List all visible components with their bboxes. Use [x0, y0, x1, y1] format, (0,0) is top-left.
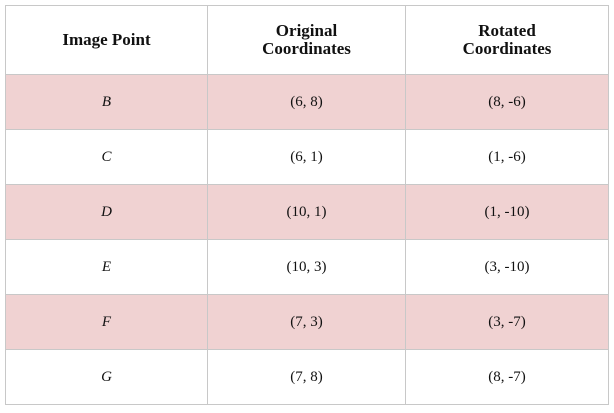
coordinate-cell: (8, -7) — [405, 349, 609, 405]
image-point-cell: F — [5, 294, 208, 350]
header-cell: Image Point — [5, 5, 208, 75]
coordinate-cell: (7, 8) — [207, 349, 406, 405]
coordinate-cell: (1, -10) — [405, 184, 609, 240]
image-point-cell: G — [5, 349, 208, 405]
coordinate-cell: (3, -10) — [405, 239, 609, 295]
coordinate-cell: (6, 8) — [207, 74, 406, 130]
coordinate-cell: (7, 3) — [207, 294, 406, 350]
coordinate-cell: (6, 1) — [207, 129, 406, 185]
header-text: Image Point — [62, 30, 151, 49]
header-row: Image Point Original Coordinates Rotated… — [5, 5, 609, 75]
header-text: Original Coordinates — [262, 21, 351, 58]
image-point-cell: B — [5, 74, 208, 130]
header-text: Rotated Coordinates — [462, 21, 552, 58]
coordinate-cell: (1, -6) — [405, 129, 609, 185]
coordinate-cell: (8, -6) — [405, 74, 609, 130]
coordinate-cell: (10, 1) — [207, 184, 406, 240]
table-row: D (10, 1) (1, -10) — [5, 184, 609, 240]
header-cell: Rotated Coordinates — [405, 5, 609, 75]
coordinate-cell: (10, 3) — [207, 239, 406, 295]
table-row: E (10, 3) (3, -10) — [5, 239, 609, 295]
image-point-cell: D — [5, 184, 208, 240]
table-row: B (6, 8) (8, -6) — [5, 74, 609, 130]
image-point-cell: E — [5, 239, 208, 295]
image-point-cell: C — [5, 129, 208, 185]
table-row: F (7, 3) (3, -7) — [5, 294, 609, 350]
coordinates-table: Image Point Original Coordinates Rotated… — [5, 5, 609, 405]
table-row: G (7, 8) (8, -7) — [5, 349, 609, 405]
table-body: B (6, 8) (8, -6) C (6, 1) (1, -6) D (10, 1) (1, … — [5, 74, 609, 405]
table-header: Image Point Original Coordinates Rotated… — [5, 5, 609, 75]
table-row: C (6, 1) (1, -6) — [5, 129, 609, 185]
coordinate-cell: (3, -7) — [405, 294, 609, 350]
header-cell: Original Coordinates — [207, 5, 406, 75]
